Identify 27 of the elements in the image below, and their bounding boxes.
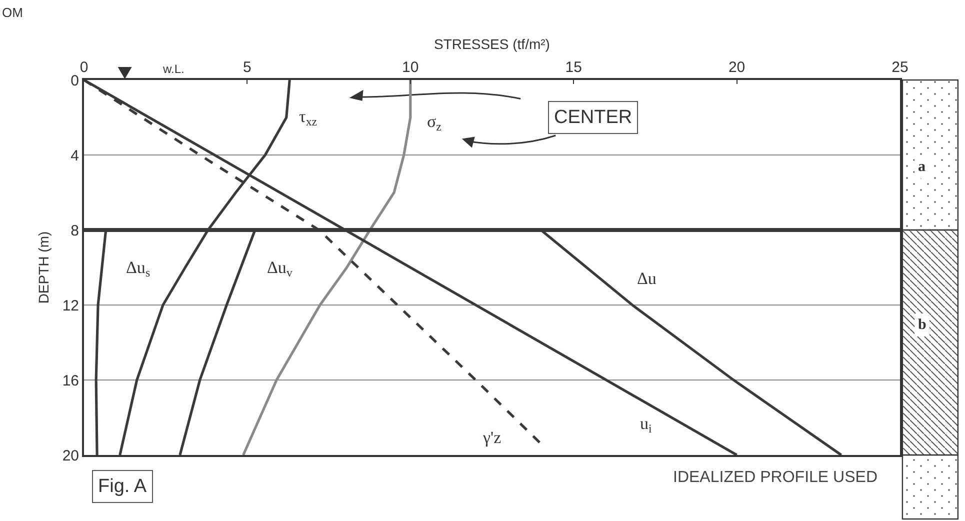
text: OM [2,5,23,20]
text: a [918,159,926,175]
y-tick-label: 16 [62,372,79,390]
y-tick-label: 0 [70,72,79,90]
y-tick-label: 20 [62,447,79,464]
x-tick-label: 20 [728,59,746,76]
x-tick-label: 15 [565,59,582,76]
y-tick-label: 8 [70,222,79,240]
series-label: Δu$_{v}$ [267,258,292,280]
x-axis-title: STRESSES (tf/m²) [434,36,550,52]
series-label: σ$_{z}$ [427,112,442,134]
y-tick-label: 12 [62,297,79,314]
annotation: CENTER [554,107,632,128]
x-tick-label: 25 [892,59,908,76]
series-label: u$_{i}$ [640,414,652,436]
text: IDEALIZED PROFILE USED [673,469,878,486]
series-label: Δu [637,269,657,288]
y-tick-label: 4 [70,147,79,164]
text: Fig. A [98,476,147,497]
x-tick-label: 10 [402,59,419,76]
series-label: Δu$_{s}$ [126,258,150,280]
text: b [918,317,926,333]
series-label: γ'z [482,428,502,447]
x-tick-label: 5 [243,59,252,76]
text: w.L. [162,62,184,76]
series-label: τ$_{xz}$ [299,107,318,129]
y-axis-title: DEPTH (m) [35,231,52,304]
